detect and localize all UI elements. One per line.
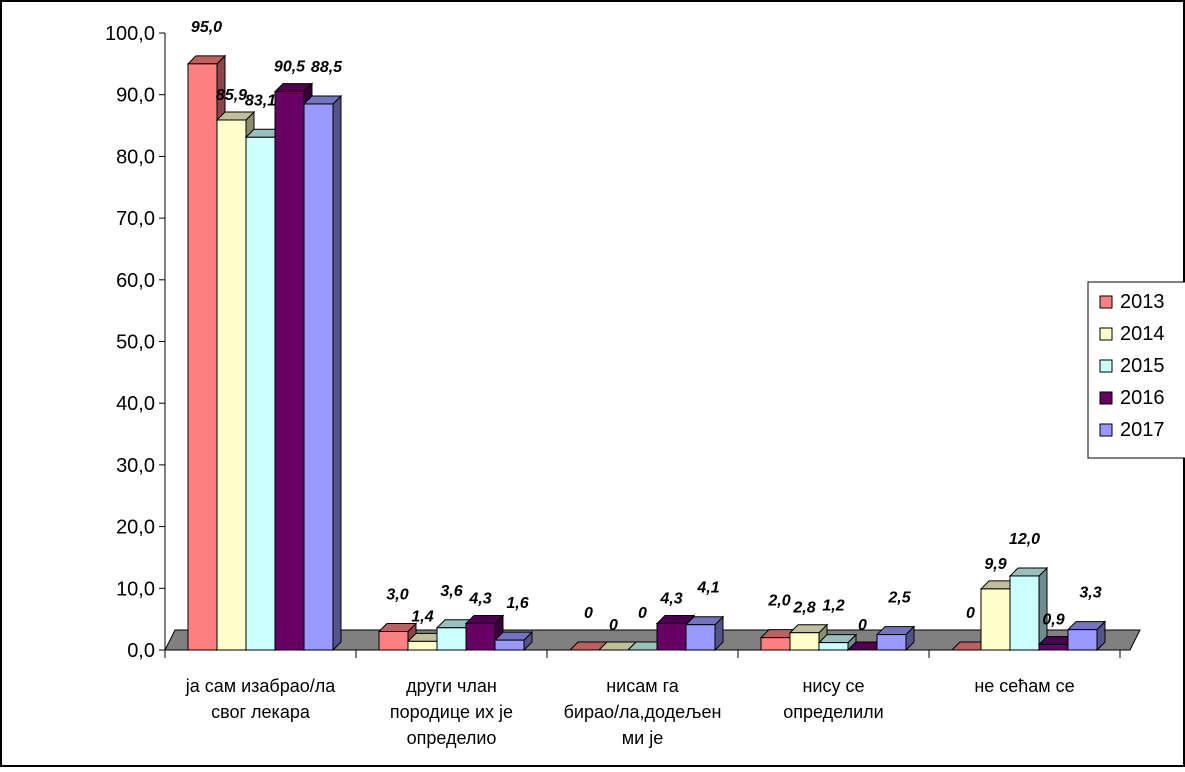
x-tick-label-line: не сећам се [974,676,1074,696]
bar [378,630,409,651]
x-tick-label: нису се определили [783,676,883,722]
data-label: 90,5 [274,59,306,76]
bar [187,63,218,651]
bar [245,136,276,651]
x-tick-label: нисам га бирао/ла,додељен ми је [564,676,722,748]
bar [656,622,687,651]
legend-label: 2015 [1120,355,1165,377]
data-label: 4,1 [696,580,719,597]
legend-label: 2017 [1120,419,1165,441]
y-tick-label: 60,0 [116,270,155,292]
y-tick-label: 20,0 [116,517,155,539]
data-label: 0 [858,617,867,634]
legend-label: 2013 [1120,291,1165,313]
y-tick-label: 50,0 [116,332,155,354]
data-label: 2,8 [792,600,815,617]
data-label: 4,3 [659,590,682,607]
x-tick-label-line: други члан [406,676,497,696]
legend-label: 2014 [1120,323,1165,345]
data-label: 1,2 [822,598,844,615]
data-label: 0 [638,605,647,622]
bar [980,588,1011,651]
bar [789,632,820,651]
x-tick-label: ја сам изабрао/ла свог лекара [185,676,337,722]
bar [1067,629,1098,651]
bar [303,103,334,651]
x-tick-label-line: породице их је [390,702,513,722]
legend-swatch [1099,327,1113,341]
y-tick-label: 30,0 [116,455,155,477]
bar [1009,575,1040,651]
legend-swatch [1099,391,1113,405]
bar [818,642,849,651]
data-label: 3,6 [440,583,462,600]
bar [876,634,907,651]
data-label: 0 [584,605,593,622]
bar [494,639,525,651]
data-label: 2,5 [887,590,911,607]
bar [685,624,716,651]
data-label: 2,0 [767,593,790,610]
data-label: 1,4 [411,608,433,625]
bar [274,91,305,651]
x-tick-label-line: определио [407,728,497,748]
legend-swatch [1099,423,1113,437]
y-tick-label: 80,0 [116,146,155,168]
x-tick-label-line: определили [783,702,883,722]
bar [465,622,496,651]
data-label: 88,5 [311,59,343,76]
bar-side [332,94,342,652]
data-label: 3,3 [1079,585,1101,602]
bar [407,640,438,651]
y-tick-label: 70,0 [116,208,155,230]
data-label: 9,9 [984,556,1006,573]
data-label: 0 [609,617,618,634]
data-label: 3,0 [386,586,408,603]
y-tick-label: 100,0 [105,23,155,45]
x-tick-label-line: нисам га [606,676,680,696]
x-tick-label-line: бирао/ла,додељен [564,702,722,722]
x-tick-label-line: ми је [622,728,663,748]
x-tick-label: други члан породице их је определио [390,676,513,748]
x-tick-label-line: свог лекара [211,702,311,722]
bar [760,637,791,651]
legend-swatch [1099,295,1113,309]
data-label: 83,1 [245,92,276,109]
bar [216,119,247,651]
y-tick-label: 90,0 [116,85,155,107]
y-tick-label: 10,0 [116,578,155,600]
data-label: 0 [966,605,975,622]
data-label: 95,0 [191,19,222,36]
y-tick-label: 0,0 [127,640,155,662]
x-tick-label-line: нису се [802,676,864,696]
data-label: 0,9 [1042,611,1064,628]
bar [1038,643,1069,651]
x-tick-label-line: ја сам изабрао/ла [185,676,337,696]
legend-label: 2016 [1120,387,1165,409]
x-tick-label: не сећам се [974,676,1074,696]
legend-swatch [1099,359,1113,373]
data-label: 85,9 [216,87,247,104]
data-label: 4,3 [468,590,491,607]
data-label: 1,6 [506,595,528,612]
y-tick-label: 40,0 [116,393,155,415]
data-label: 12,0 [1009,531,1040,548]
bar [436,627,467,651]
